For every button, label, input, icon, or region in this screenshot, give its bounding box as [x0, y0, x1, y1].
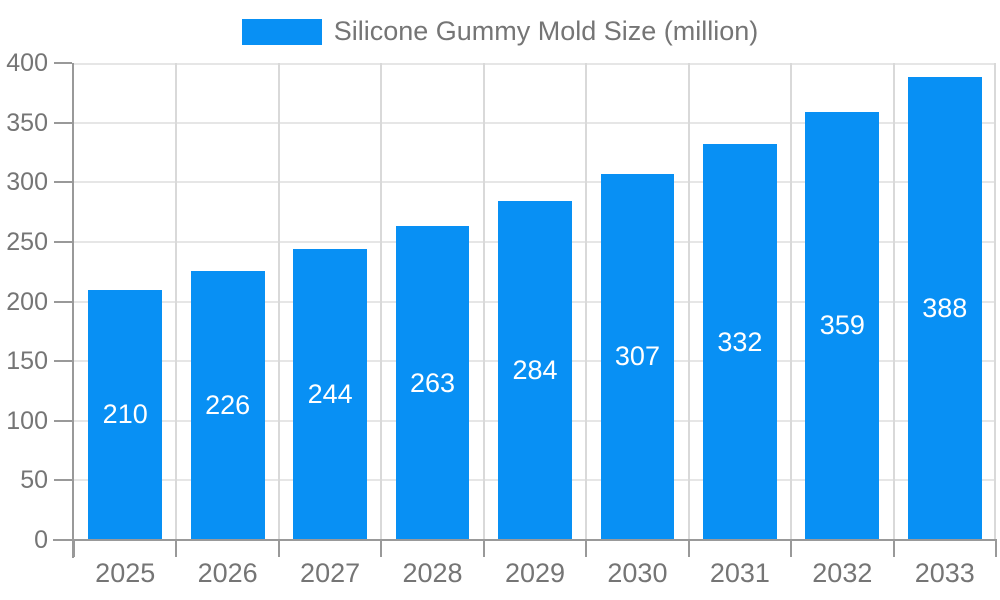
plot-area: 210 226 244 263 284 307 332 359 388 [74, 63, 996, 540]
x-axis-label-2029: 2029 [504, 558, 566, 588]
y-axis-label-150: 150 [6, 347, 48, 376]
gridline-y-300 [74, 181, 996, 184]
x-axis-tick-7 [790, 540, 793, 557]
gridline-x-2 [277, 63, 280, 540]
gridline-x-9 [994, 63, 996, 540]
legend-label: Silicone Gummy Mold Size (million) [333, 16, 759, 46]
x-axis-tick-1 [175, 540, 178, 557]
x-axis-labels: 2025 2026 2027 2028 2029 2030 2031 2032 2033 [74, 557, 996, 591]
y-axis-tick-100 [54, 419, 72, 422]
y-axis-label-100: 100 [6, 406, 48, 435]
y-axis-tick-50 [54, 479, 72, 482]
bar-value-label: 210 [102, 399, 148, 430]
x-axis-tick-9 [995, 540, 997, 557]
bar-value-label: 263 [410, 367, 456, 398]
gridline-x-4 [482, 63, 485, 540]
gridline-x-5 [585, 63, 588, 540]
gridline-x-6 [687, 63, 690, 540]
gridline-x-8 [892, 63, 895, 540]
bar-2030[interactable]: 307 [600, 173, 675, 540]
x-axis-tick-8 [892, 540, 895, 557]
x-axis-label-2032: 2032 [812, 558, 873, 588]
x-axis-tick-6 [687, 540, 690, 557]
y-axis-label-200: 200 [6, 287, 48, 316]
y-axis-labels: 0 50 100 150 200 250 300 350 400 [0, 49, 48, 554]
x-axis-label-2026: 2026 [197, 558, 258, 588]
bar-value-label: 226 [205, 389, 251, 420]
y-axis-label-300: 300 [6, 168, 48, 197]
x-axis-tick-4 [482, 540, 485, 557]
x-axis-label-2033: 2033 [914, 558, 975, 588]
x-axis-line [53, 539, 997, 541]
gridline-x-3 [380, 63, 383, 540]
bar-2028[interactable]: 263 [395, 226, 470, 540]
y-axis-label-50: 50 [20, 466, 48, 495]
x-axis-label-2027: 2027 [300, 558, 361, 588]
gridline-y-400 [74, 63, 996, 65]
x-axis-tick-2 [277, 540, 280, 557]
y-axis-tick-300 [54, 181, 72, 184]
bar-2029[interactable]: 284 [498, 201, 572, 540]
bar-2027[interactable]: 244 [293, 249, 367, 540]
gridline-x-7 [790, 63, 793, 540]
bar-2031[interactable]: 332 [703, 144, 777, 540]
bar-value-label: 244 [307, 379, 353, 410]
x-axis-label-2028: 2028 [402, 558, 463, 588]
y-axis-label-0: 0 [34, 526, 48, 554]
y-axis-tick-400 [54, 62, 72, 64]
bar-2025[interactable]: 210 [88, 289, 163, 540]
gridline-x-1 [175, 63, 178, 540]
bar-value-label: 359 [819, 310, 865, 341]
x-axis-label-2030: 2030 [607, 558, 668, 588]
y-axis-tick-200 [54, 300, 72, 303]
x-axis-label-2025: 2025 [95, 558, 156, 588]
y-axis-tick-150 [54, 360, 72, 363]
y-axis-tick-250 [54, 240, 72, 243]
x-axis-tick-0 [73, 540, 75, 557]
y-axis-label-350: 350 [6, 108, 48, 137]
bar-value-label: 332 [717, 326, 763, 357]
bar-value-label: 307 [614, 341, 660, 372]
x-axis-label-2031: 2031 [709, 558, 770, 588]
bar-2026[interactable]: 226 [190, 270, 265, 540]
y-axis-label-400: 400 [6, 49, 48, 77]
x-axis-tick-3 [380, 540, 383, 557]
legend-item[interactable]: Silicone Gummy Mold Size (million) [241, 16, 759, 47]
bar-value-label: 284 [512, 355, 558, 386]
bar-2032[interactable]: 359 [805, 111, 880, 540]
legend: Silicone Gummy Mold Size (million) [0, 16, 1000, 47]
y-axis-line [72, 63, 74, 558]
y-axis-tick-350 [54, 121, 72, 124]
bar-2033[interactable]: 388 [907, 77, 982, 540]
y-axis-label-250: 250 [6, 227, 48, 256]
legend-swatch-icon [241, 18, 322, 45]
gridline-y-350 [74, 121, 996, 124]
bar-value-label: 388 [922, 293, 968, 324]
x-axis-tick-5 [585, 540, 588, 557]
